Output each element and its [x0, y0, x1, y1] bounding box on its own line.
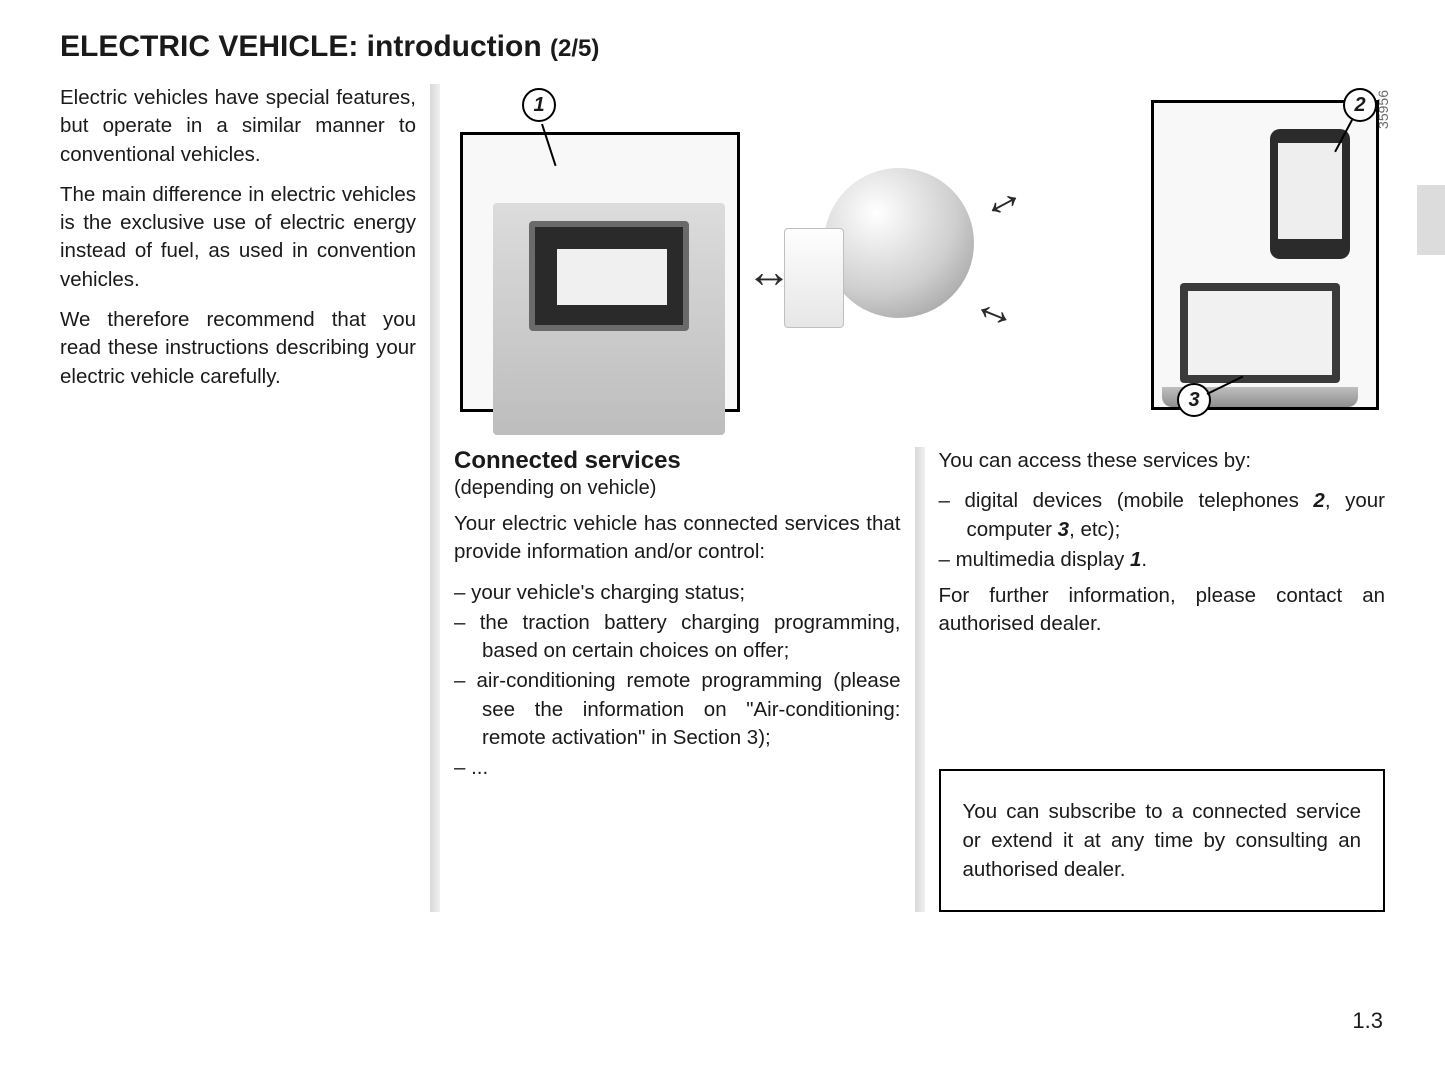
- callout-3: 3: [1177, 383, 1211, 417]
- section-heading: Connected services: [454, 447, 901, 475]
- server-icon: [784, 228, 844, 328]
- page-title-main: ELECTRIC VEHICLE: introduction: [60, 30, 542, 63]
- list-item: your vehicle's charging status;: [454, 579, 901, 607]
- multimedia-display-icon: [493, 203, 725, 435]
- list-item: digital devices (mobile telephones 2, yo…: [939, 487, 1386, 544]
- devices-frame: [1151, 100, 1379, 410]
- list-item: the traction battery charging programmin…: [454, 609, 901, 666]
- manual-page: ELECTRIC VEHICLE: introduction (2/5) Ele…: [0, 0, 1445, 1070]
- access-list: digital devices (mobile telephones 2, yo…: [939, 487, 1386, 574]
- mobile-phone-icon: [1270, 129, 1350, 259]
- subscription-note-box: You can subscribe to a connected service…: [939, 769, 1386, 912]
- callout-1: 1: [522, 88, 556, 122]
- globe-icon: [824, 168, 974, 318]
- list-item: air-conditioning remote programming (ple…: [454, 667, 901, 752]
- callout-2-label: 2: [1354, 94, 1365, 117]
- right-block: 35956 ↔ ↔: [440, 84, 1385, 912]
- content-columns: Electric vehicles have special features,…: [60, 84, 1385, 912]
- list-item: multimedia display 1.: [939, 546, 1386, 574]
- callout-3-label: 3: [1188, 389, 1199, 412]
- column-divider-2: [915, 447, 925, 912]
- lower-columns: Connected services (depending on vehicle…: [454, 447, 1385, 912]
- services-list: your vehicle's charging status; the trac…: [454, 579, 901, 783]
- access-intro: You can access these services by:: [939, 447, 1386, 475]
- vehicle-display-frame: [460, 132, 740, 412]
- page-title-sub: (2/5): [550, 35, 599, 62]
- left-column: Electric vehicles have special features,…: [60, 84, 430, 403]
- callout-2: 2: [1343, 88, 1377, 122]
- page-number: 1.3: [1352, 1008, 1383, 1034]
- arrow-icon: ↔: [967, 277, 1027, 337]
- list-item: ...: [454, 754, 901, 782]
- callout-1-label: 1: [533, 94, 544, 117]
- right-column: You can access these services by: digita…: [925, 447, 1386, 912]
- column-divider-1: [430, 84, 440, 912]
- subscription-note-text: You can subscribe to a connected service…: [963, 800, 1362, 881]
- intro-para-3: We therefore recommend that you read the…: [60, 306, 416, 391]
- page-title: ELECTRIC VEHICLE: introduction (2/5): [60, 30, 1385, 64]
- section-edge-tab: [1417, 185, 1445, 255]
- dealer-para: For further information, please contact …: [939, 582, 1386, 639]
- section-sub: (depending on vehicle): [454, 477, 901, 500]
- services-intro: Your electric vehicle has connected serv…: [454, 510, 901, 567]
- middle-column: Connected services (depending on vehicle…: [454, 447, 915, 912]
- connectivity-figure: 35956 ↔ ↔: [454, 84, 1385, 423]
- arrow-icon: ↔: [969, 166, 1031, 228]
- intro-para-2: The main difference in electric vehicles…: [60, 181, 416, 294]
- intro-para-1: Electric vehicles have special features,…: [60, 84, 416, 169]
- arrow-icon: ↔: [746, 248, 792, 294]
